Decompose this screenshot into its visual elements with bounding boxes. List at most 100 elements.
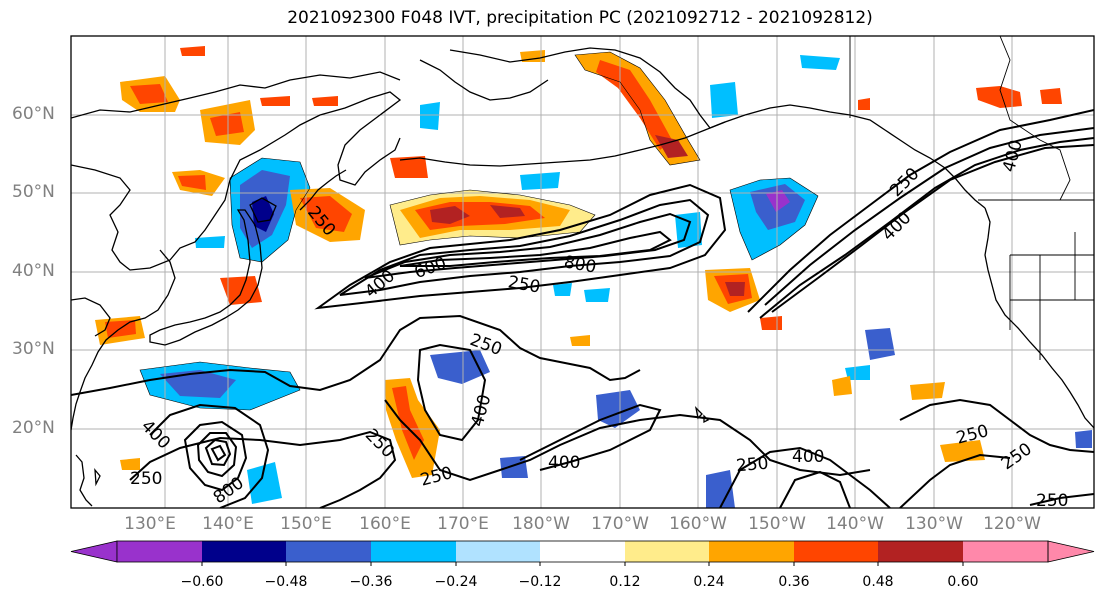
colorbar-segment [963, 541, 1048, 562]
colorbar-segment [117, 541, 202, 562]
precip-pos-patch [178, 175, 206, 190]
colorbar-segment [709, 541, 794, 562]
ivt-contour-250-mid [384, 399, 871, 482]
contour-label: 250 [998, 439, 1036, 474]
ivt-contour-900-typhoon [204, 438, 232, 467]
colorbar-tick-label: −0.24 [434, 574, 478, 590]
map-title: 2021092300 F048 IVT, precipitation PC (2… [287, 8, 873, 28]
contour-label: 250 [954, 421, 991, 449]
lon-label: 150°E [280, 514, 332, 534]
ivt-contour-250-east [416, 343, 487, 442]
precip-pos-patch [120, 458, 140, 470]
colorbar-segment [371, 541, 456, 562]
colorbar [70, 540, 1095, 566]
ivt-contour-400-ne-b [771, 144, 1094, 313]
lat-label: 40°N [12, 261, 55, 281]
precip-pos-patch [760, 316, 782, 330]
map-frame [70, 35, 1095, 509]
ivt-contour-400-ne [764, 127, 1094, 306]
colorbar-tick-label: 0.24 [693, 574, 725, 590]
colorbar-segment [625, 541, 709, 562]
contour-label: 250 [1036, 491, 1068, 511]
coastline-hawaii [694, 406, 703, 420]
colorbar-tick-label: 0.60 [947, 574, 979, 590]
precip-pos-patch [910, 382, 945, 400]
ivt-contour-250-se [719, 446, 891, 508]
contour-label: 400 [548, 453, 580, 473]
lat-label: 20°N [12, 418, 55, 438]
coastline-asia-north [71, 71, 401, 119]
ivt-contour-250-sub [71, 314, 641, 396]
precip-pos-patch [570, 335, 590, 346]
coastline-na-west [984, 207, 1094, 429]
precip-neg-patch [865, 328, 895, 360]
colorbar-segment [202, 541, 286, 562]
precip-pos-patch [390, 156, 428, 178]
ivt-contour-250-ne [747, 109, 1094, 313]
precip-pos-patch [260, 96, 290, 106]
precip-neg-patch [520, 172, 560, 190]
lon-label: 140°W [826, 514, 884, 534]
colorbar-tick-label: 0.36 [778, 574, 810, 590]
precip-pos-patch [130, 84, 168, 104]
precip-pos-patch [210, 112, 244, 136]
contour-label: 250 [506, 272, 541, 297]
precip-neg-patch [706, 470, 735, 508]
contour-label: 800 [562, 252, 597, 277]
coastline-china [71, 297, 111, 337]
colorbar-tick-label: −0.48 [264, 574, 308, 590]
lon-label: 140°E [202, 514, 254, 534]
coastline-islands-sw [94, 468, 101, 487]
precip-neg-patch [247, 462, 282, 504]
contour-label: 400 [361, 266, 399, 302]
precip-pos-patch [655, 135, 688, 158]
colorbar-tick-label: 0.48 [862, 574, 894, 590]
coastlines [71, 47, 1094, 507]
precip-neg-patch [1075, 430, 1092, 448]
lat-label: 60°N [12, 104, 55, 124]
lon-label: 150°W [748, 514, 806, 534]
contour-label: 400 [468, 392, 496, 429]
lon-label: 130°E [124, 514, 176, 534]
borders [849, 36, 1094, 360]
contour-label: 250 [735, 454, 769, 477]
precip-neg-patch [420, 102, 440, 130]
precip-outline [139, 51, 819, 411]
colorbar-segment [540, 541, 625, 562]
ivt-contour-400-typhoon [149, 403, 270, 508]
colorbar-tick-label: −0.12 [518, 574, 562, 590]
precip-neg-patch [160, 370, 236, 398]
coastline-asia [71, 91, 402, 271]
ivt-contour-600-ar [364, 212, 692, 279]
lat-label: 30°N [12, 339, 55, 359]
colorbar-segment [286, 541, 371, 562]
precip-pos-patch [858, 98, 870, 110]
contour-label: 400 [999, 138, 1027, 175]
ivt-contour-250-far-se [1029, 493, 1094, 506]
ivt-contour-400-mid [519, 403, 662, 471]
ivt-contour-250-ne-b [759, 137, 1094, 319]
colorbar-segment [456, 541, 540, 562]
precip-pos-patch [392, 386, 424, 460]
coastline-alaska [449, 47, 986, 209]
ivt-contour-1000-typhoon [210, 444, 227, 462]
lon-label: 170°W [591, 514, 649, 534]
colorbar-outline [116, 540, 1049, 563]
contour-label: 400 [878, 208, 915, 245]
precip-neg-patch [584, 288, 610, 302]
precip-pos-patch [430, 206, 470, 224]
precip-pos-patch [490, 205, 525, 218]
ivt-contour-250-far-se2 [899, 453, 1011, 508]
ivt-contour-250-south-east [899, 398, 1094, 453]
precip-pos-patch [520, 50, 545, 62]
precip-neg-patch [675, 212, 702, 248]
contour-label: 400 [137, 416, 174, 453]
coastline-aleutians [399, 121, 726, 167]
ivt-contours [71, 109, 1094, 508]
lon-label: 120°W [983, 514, 1041, 534]
contour-label: 250 [361, 425, 398, 462]
ivt-contour-400-ar [339, 198, 710, 296]
coastline-japan [149, 209, 263, 346]
colorbar-arrow-left [70, 540, 118, 563]
